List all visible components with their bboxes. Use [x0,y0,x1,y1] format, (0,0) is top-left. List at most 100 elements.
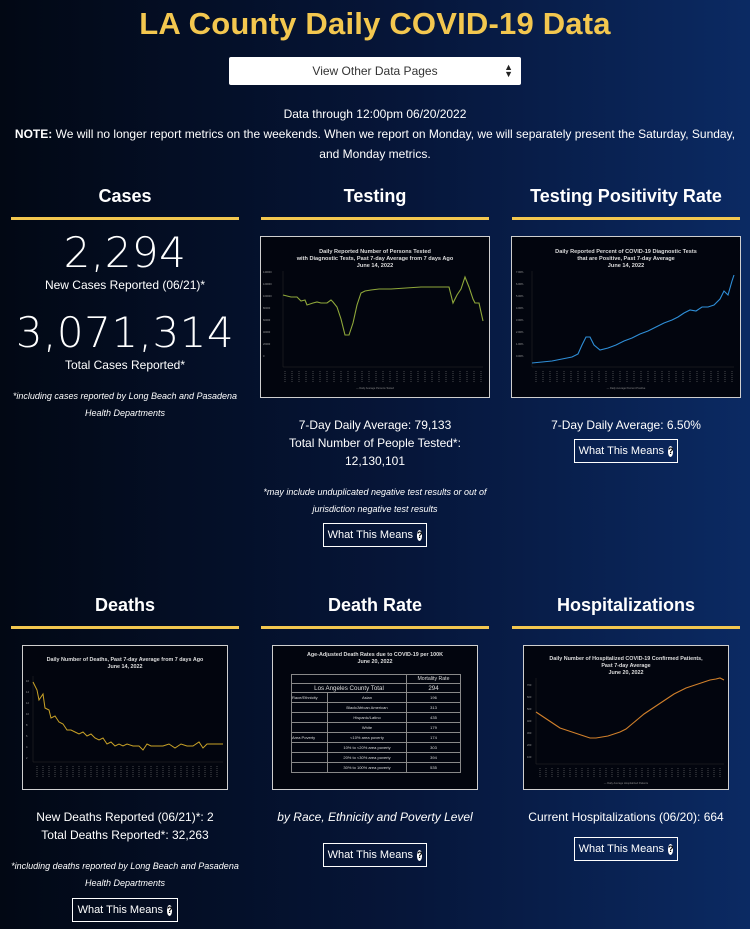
svg-text:1.00%: 1.00% [516,342,524,346]
table-group [291,762,328,773]
positivity-avg: 7-Day Daily Average: 6.50% [551,418,701,432]
svg-text:400: 400 [527,719,532,723]
svg-text:6: 6 [26,734,28,738]
table-row-value: 174 [405,732,462,743]
svg-text:120000: 120000 [263,282,272,286]
svg-text:600: 600 [527,695,532,699]
testing-chart-title-1: Daily Reported Number of Persons Tested [319,249,431,255]
positivity-line [531,274,735,364]
svg-text:4.00%: 4.00% [516,306,524,310]
death-rate-button-label: What This Means [327,849,413,861]
table-group [291,722,328,733]
svg-text:140000: 140000 [263,270,272,274]
testing-avg: 7-Day Daily Average: 79,133 [298,418,452,432]
table-row-label: White [327,722,407,733]
data-through-text: Data through 12:00pm 06/20/2022 [283,107,467,121]
testing-total-label: Total Number of People Tested*: [289,436,461,450]
svg-text:2: 2 [26,756,28,760]
table-row-label: 30% to 100% area poverty [327,762,407,773]
deaths-heading: Deaths [11,595,239,629]
question-circle-icon: ? [416,529,423,541]
deaths-chart-title-1: Daily Number of Deaths, Past 7-day Avera… [47,657,204,663]
hosp-chart-title-3: June 20, 2022 [608,670,643,676]
testing-footnote: *may include unduplicated negative test … [263,487,487,514]
table-row-value: 313 [405,702,462,713]
deaths-x-ticks [36,766,218,778]
positivity-chart-title-2: that are Positive, Past 7-day Average [577,256,675,262]
svg-text:12: 12 [26,701,29,705]
svg-text:0: 0 [263,354,265,358]
death-rate-what-this-means-button[interactable]: What This Means? [323,843,427,867]
table-row-value: 435 [405,712,462,723]
svg-text:16: 16 [26,679,29,683]
table-group [291,702,328,713]
svg-text:300: 300 [527,731,532,735]
table-row-value: 394 [405,752,462,763]
deaths-chart-title-2: June 14, 2022 [107,664,142,670]
table-group [291,742,328,753]
svg-text:80000: 80000 [263,306,271,310]
death-rate-table: Mortality Rate Los Angeles County Total … [291,674,462,773]
up-down-caret-icon: ▲ ▼ [504,62,513,79]
positivity-heading: Testing Positivity Rate [512,186,740,220]
current-hospitalizations: Current Hospitalizations (06/20): 664 [528,810,724,824]
data-pages-select-label: View Other Data Pages [312,64,438,78]
positivity-what-this-means-button[interactable]: What This Means? [574,439,678,463]
total-deaths-text: Total Deaths Reported*: 32,263 [41,828,209,842]
svg-text:100: 100 [527,755,532,759]
death-rate-caption: by Race, Ethnicity and Poverty Level [277,810,473,824]
new-cases-label: New Cases Reported (06/21)* [44,278,206,292]
table-group [291,752,328,763]
deaths-line [32,681,223,751]
svg-text:100000: 100000 [263,294,272,298]
positivity-chart: Daily Reported Percent of COVID-19 Diagn… [511,236,741,398]
table-row-value: 196 [405,692,462,703]
data-pages-select[interactable]: View Other Data Pages ▲ ▼ [229,57,521,85]
testing-x-ticks [284,371,482,383]
positivity-chart-title-3: June 14, 2022 [608,263,644,269]
table-group: Race/Ethnicity [291,692,328,703]
county-total-value: 294 [405,683,462,693]
cases-footnote: *including cases reported by Long Beach … [12,391,238,418]
question-circle-icon: ? [416,849,423,861]
svg-text:4: 4 [26,745,28,749]
hosp-chart-title-1: Daily Number of Hospitalized COVID-19 Co… [549,656,703,662]
table-row-label: Asian [327,692,407,703]
svg-text:2.00%: 2.00% [516,330,524,334]
table-row-label: Hispanic/Latino [327,712,407,723]
positivity-chart-title-1: Daily Reported Percent of COVID-19 Diagn… [555,249,697,255]
county-total-label: Los Angeles County Total [291,683,407,693]
death-rate-chart: Age-Adjusted Death Rates due to COVID-19… [272,645,478,790]
table-group [291,712,328,723]
table-row-label: 10% to <20% area poverty [327,742,407,753]
question-circle-icon: ? [166,904,173,916]
positivity-legend: — Daily Average Percent Positive [607,386,646,390]
table-row-label: <10% area poverty [327,732,407,743]
deaths-what-this-means-button[interactable]: What This Means? [72,898,178,922]
testing-what-this-means-button[interactable]: What This Means? [323,523,427,547]
svg-text:8: 8 [26,723,28,727]
table-group: Area Poverty [291,732,328,743]
question-circle-icon: ? [667,843,674,855]
testing-chart-title-2: with Diagnostic Tests, Past 7-day Averag… [296,256,454,262]
death-rate-heading: Death Rate [261,595,489,629]
svg-text:700: 700 [527,683,532,687]
total-cases-value: 3,071,314 [15,308,235,357]
positivity-x-ticks [535,371,733,383]
table-row-value: 535 [405,762,462,773]
hospitalizations-button-label: What This Means [578,843,664,855]
question-circle-icon: ? [667,445,674,457]
hospitalizations-what-this-means-button[interactable]: What This Means? [574,837,678,861]
deaths-chart: Daily Number of Deaths, Past 7-day Avera… [22,645,228,790]
svg-text:200: 200 [527,743,532,747]
testing-heading: Testing [261,186,489,220]
svg-text:7.00%: 7.00% [516,270,524,274]
svg-text:60000: 60000 [263,318,271,322]
svg-text:20000: 20000 [263,342,271,346]
testing-legend: — Daily Average Persons Tested [356,386,394,390]
svg-text:14: 14 [26,690,29,694]
hosp-chart-title-2: Past 7-day Average [601,663,650,669]
deaths-footnote: *including deaths reported by Long Beach… [11,861,239,888]
testing-chart: Daily Reported Number of Persons Tested … [260,236,490,398]
testing-total-value: 12,130,101 [344,454,406,468]
